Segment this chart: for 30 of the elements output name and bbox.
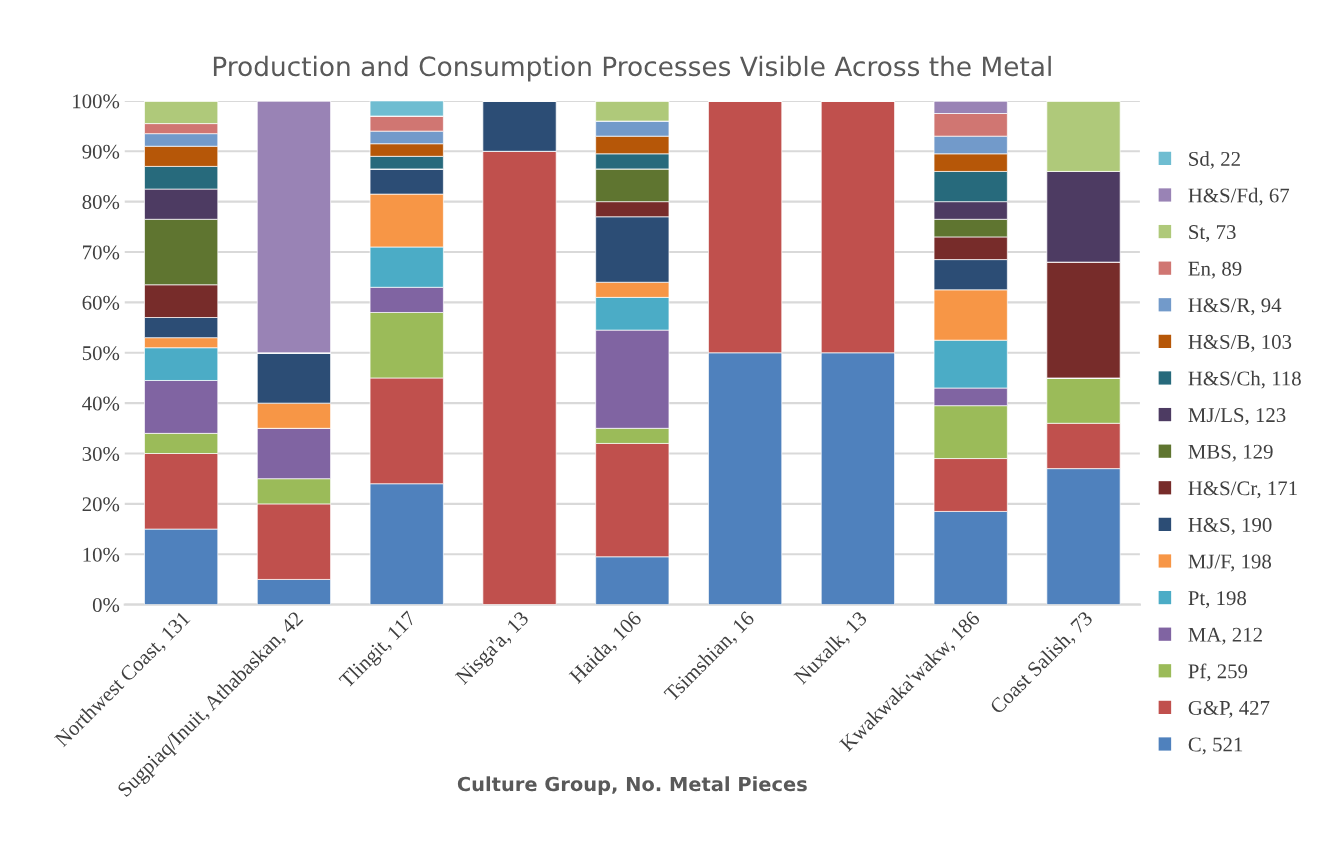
legend-label: En, 89 (1188, 261, 1242, 279)
y-tick-label: 70% (83, 245, 120, 260)
legend-label: MJ/F, 198 (1188, 554, 1272, 572)
legend-label: C, 521 (1188, 737, 1243, 755)
y-tick-label: 100% (73, 94, 120, 109)
legend-label: St, 73 (1189, 225, 1236, 243)
y-tick-label: 30% (82, 446, 120, 462)
legend-label: H&S/Cr, 171 (1188, 481, 1297, 499)
y-tick-label: 0% (92, 598, 120, 613)
legend-label: MBS, 129 (1188, 444, 1273, 462)
y-tick-label: 60% (82, 295, 120, 310)
legend-label: H&S/Ch, 118 (1188, 370, 1301, 389)
legend-label: H&S/Fd, 67 (1188, 187, 1290, 206)
y-tick-label: 10% (83, 547, 120, 562)
x-axis-title: Culture Group, No. Metal Pieces (457, 776, 807, 796)
y-tick-label: 20% (82, 497, 120, 512)
legend-label: Pf, 259 (1188, 663, 1248, 682)
y-tick-label: 90% (82, 144, 120, 159)
legend-label: MA, 212 (1188, 627, 1262, 645)
legend-label: Sd, 22 (1189, 151, 1240, 169)
y-tick-label: 40% (82, 396, 120, 411)
y-tick-label: 80% (82, 195, 120, 210)
legend-label: Pt, 198 (1188, 591, 1247, 609)
chart-title: Production and Consumption Processes Visible Across the Metal (213, 55, 1051, 82)
legend-label: H&S/R, 94 (1188, 298, 1282, 316)
legend-label: MJ/LS, 123 (1188, 408, 1286, 426)
legend-label: G&P, 427 (1188, 700, 1270, 718)
y-tick-label: 50% (82, 346, 120, 361)
legend-label: H&S, 190 (1188, 517, 1272, 535)
legend-label: H&S/B, 103 (1188, 334, 1292, 352)
